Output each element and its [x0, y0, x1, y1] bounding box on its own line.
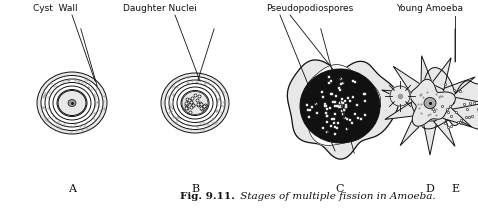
Polygon shape: [421, 68, 478, 129]
Polygon shape: [304, 65, 380, 145]
Ellipse shape: [45, 79, 99, 127]
Ellipse shape: [169, 80, 221, 126]
Text: Fig. 9.11.: Fig. 9.11.: [180, 192, 235, 201]
Ellipse shape: [411, 85, 449, 121]
Ellipse shape: [177, 87, 213, 119]
Polygon shape: [443, 77, 475, 99]
Ellipse shape: [68, 100, 76, 107]
Text: Young Amoeba: Young Amoeba: [396, 4, 464, 13]
Polygon shape: [448, 96, 478, 110]
Polygon shape: [400, 114, 424, 146]
Ellipse shape: [300, 69, 380, 143]
Text: B: B: [191, 184, 199, 194]
Ellipse shape: [37, 72, 107, 134]
Ellipse shape: [424, 97, 436, 108]
Ellipse shape: [58, 91, 86, 115]
Polygon shape: [410, 79, 456, 126]
Ellipse shape: [182, 92, 208, 115]
Text: C: C: [336, 184, 344, 194]
Ellipse shape: [49, 83, 95, 123]
Text: Cyst  Wall: Cyst Wall: [33, 4, 77, 13]
Text: Daughter Nuclei: Daughter Nuclei: [123, 4, 197, 13]
Polygon shape: [421, 56, 433, 86]
Ellipse shape: [165, 77, 225, 130]
Text: A: A: [68, 184, 76, 194]
Ellipse shape: [57, 89, 87, 116]
Polygon shape: [423, 121, 437, 155]
Ellipse shape: [161, 73, 229, 133]
Text: D: D: [425, 184, 435, 194]
Text: E: E: [451, 184, 459, 194]
Ellipse shape: [41, 76, 103, 130]
Ellipse shape: [181, 91, 209, 115]
Polygon shape: [390, 86, 410, 106]
Polygon shape: [393, 66, 422, 95]
Text: Stages of multiple fission in Amoeba.: Stages of multiple fission in Amoeba.: [237, 192, 435, 201]
Polygon shape: [385, 103, 415, 119]
Polygon shape: [431, 58, 451, 90]
Polygon shape: [382, 90, 414, 104]
Ellipse shape: [53, 86, 91, 120]
Polygon shape: [287, 60, 399, 159]
Ellipse shape: [173, 84, 217, 123]
Polygon shape: [442, 106, 472, 127]
Polygon shape: [434, 116, 455, 146]
Text: Pseudopodiospores: Pseudopodiospores: [266, 4, 354, 13]
